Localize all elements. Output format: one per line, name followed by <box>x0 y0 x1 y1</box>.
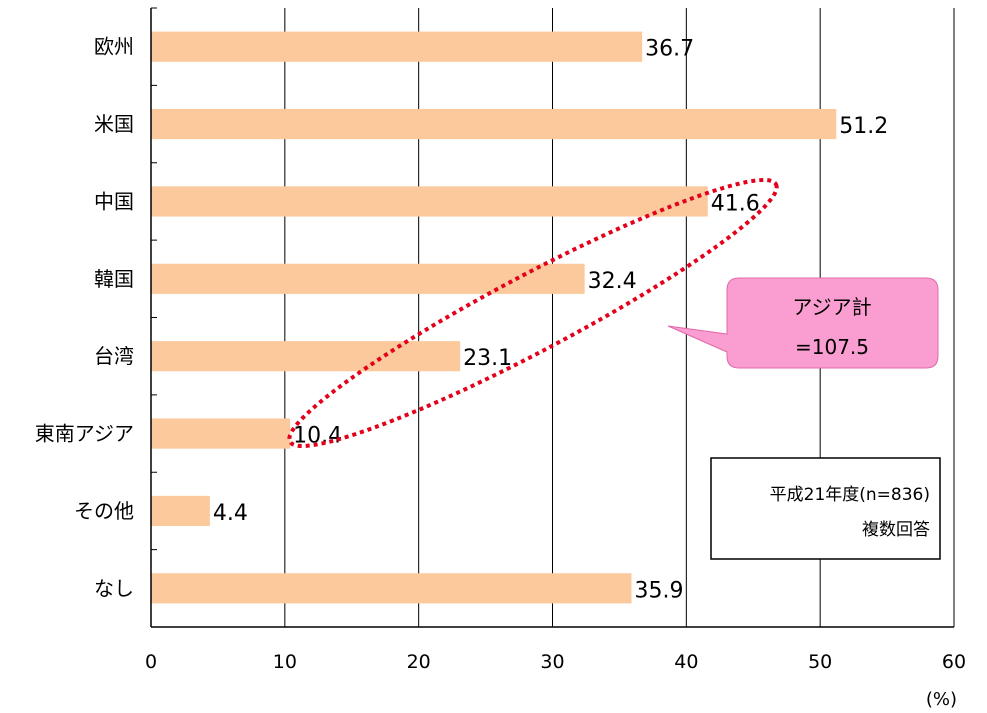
value-label: 4.4 <box>213 501 248 526</box>
x-tick-label: 60 <box>942 651 966 673</box>
asia-total-callout: アジア計 =107.5 <box>667 277 939 369</box>
callout-bubble <box>667 277 939 369</box>
callout-line1: アジア計 <box>792 295 871 319</box>
x-tick-label: 40 <box>674 651 698 673</box>
category-label: 台湾 <box>94 344 134 368</box>
note-line2: 複数回答 <box>862 520 930 540</box>
value-label: 35.9 <box>634 578 683 603</box>
bar <box>151 186 708 217</box>
value-label: 41.6 <box>711 191 760 216</box>
value-label: 51.2 <box>839 114 888 139</box>
category-label: 欧州 <box>94 35 134 59</box>
note-line1: 平成21年度(n=836) <box>770 485 930 505</box>
x-unit-label: (%) <box>926 689 957 710</box>
labels: 0 10 20 30 40 50 60 欧州 36.7 米国 51.2 中国 41.6 韓国 32.4 台湾 2… <box>35 35 966 673</box>
x-tick-label: 10 <box>273 651 297 673</box>
category-label: その他 <box>74 499 134 523</box>
bar <box>151 573 632 604</box>
bar <box>151 263 585 294</box>
category-label: 中国 <box>94 189 134 213</box>
note-box-frame <box>710 457 941 560</box>
bars <box>151 31 837 604</box>
category-label: 韓国 <box>94 267 134 291</box>
category-label: 米国 <box>94 112 134 136</box>
axes <box>150 8 954 628</box>
category-label: なし <box>94 576 134 600</box>
x-tick-label: 50 <box>808 651 832 673</box>
asia-highlight-ellipse <box>287 178 779 448</box>
callout-line2: =107.5 <box>795 335 869 359</box>
survey-note-box: 平成21年度(n=836) 複数回答 <box>710 457 941 560</box>
value-label: 23.1 <box>463 346 512 371</box>
bar <box>151 341 461 372</box>
bar <box>151 418 291 449</box>
x-tick-label: 0 <box>145 651 157 673</box>
value-label: 32.4 <box>588 269 637 294</box>
bar <box>151 495 210 527</box>
bar <box>151 108 837 140</box>
value-label: 36.7 <box>645 37 694 62</box>
bar <box>151 31 643 62</box>
x-tick-label: 30 <box>540 651 564 673</box>
x-tick-label: 20 <box>407 651 431 673</box>
category-label: 東南アジア <box>35 422 134 446</box>
